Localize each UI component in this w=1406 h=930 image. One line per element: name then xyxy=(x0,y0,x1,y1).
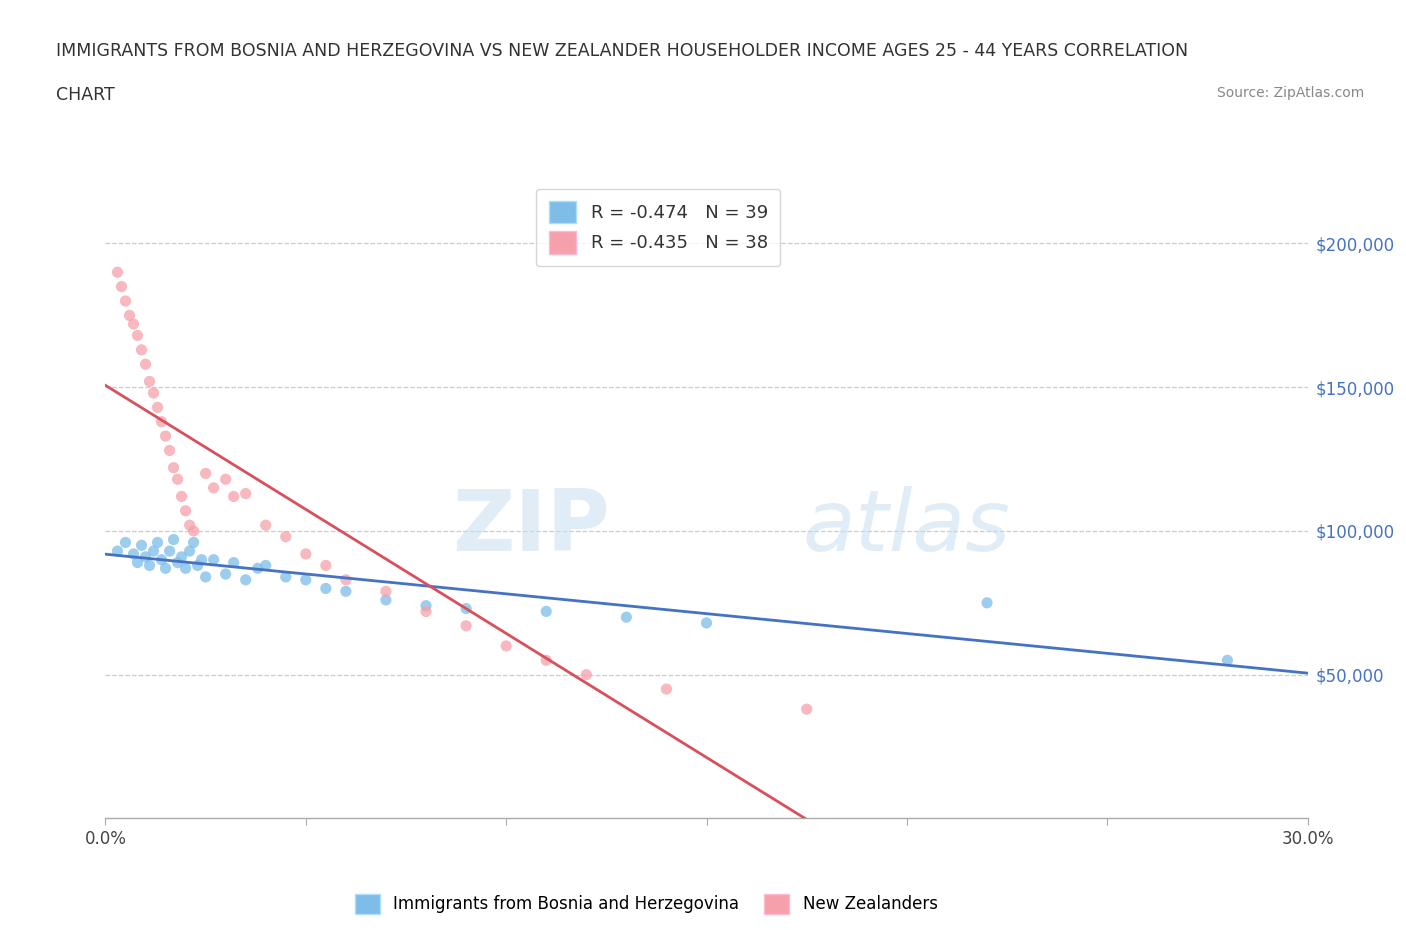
Point xyxy=(107,265,129,280)
Point xyxy=(131,342,153,357)
Point xyxy=(155,429,177,444)
Point xyxy=(183,535,205,550)
Point xyxy=(135,357,157,372)
Point xyxy=(138,374,160,389)
Point xyxy=(222,489,245,504)
Point xyxy=(295,547,318,562)
Point xyxy=(187,558,209,573)
Point xyxy=(118,308,141,323)
Point xyxy=(194,569,217,584)
Point xyxy=(162,532,184,547)
Point xyxy=(179,518,201,533)
Point xyxy=(110,279,132,294)
Point xyxy=(159,544,181,559)
Text: atlas: atlas xyxy=(803,486,1011,569)
Point xyxy=(150,552,173,567)
Point xyxy=(575,667,598,682)
Point xyxy=(274,569,297,584)
Point xyxy=(534,604,557,618)
Point xyxy=(796,702,818,717)
Point xyxy=(179,544,201,559)
Point xyxy=(202,552,225,567)
Point xyxy=(655,682,678,697)
Point xyxy=(107,544,129,559)
Point xyxy=(214,566,236,581)
Point xyxy=(190,552,212,567)
Point xyxy=(142,386,165,401)
Point xyxy=(114,294,136,309)
Point xyxy=(976,595,998,610)
Point xyxy=(162,460,184,475)
Point xyxy=(315,581,337,596)
Point xyxy=(454,601,477,616)
Point xyxy=(246,561,269,576)
Point xyxy=(214,472,236,486)
Point xyxy=(146,535,169,550)
Point xyxy=(131,538,153,552)
Point xyxy=(696,616,718,631)
Point xyxy=(135,550,157,565)
Point xyxy=(235,572,257,587)
Point xyxy=(114,535,136,550)
Point xyxy=(295,572,318,587)
Point xyxy=(150,414,173,429)
Point xyxy=(274,529,297,544)
Text: ZIP: ZIP xyxy=(453,486,610,569)
Point xyxy=(166,555,188,570)
Text: CHART: CHART xyxy=(56,86,115,103)
Point xyxy=(122,316,145,331)
Text: IMMIGRANTS FROM BOSNIA AND HERZEGOVINA VS NEW ZEALANDER HOUSEHOLDER INCOME AGES : IMMIGRANTS FROM BOSNIA AND HERZEGOVINA V… xyxy=(56,42,1188,60)
Point xyxy=(254,518,277,533)
Point xyxy=(127,328,149,343)
Point xyxy=(235,486,257,501)
Point xyxy=(166,472,188,486)
Point xyxy=(335,572,357,587)
Point xyxy=(170,489,193,504)
Point xyxy=(534,653,557,668)
Point xyxy=(222,555,245,570)
Point xyxy=(138,558,160,573)
Point xyxy=(254,558,277,573)
Point xyxy=(335,584,357,599)
Point xyxy=(146,400,169,415)
Point xyxy=(374,592,398,607)
Point xyxy=(415,598,437,613)
Point xyxy=(616,610,638,625)
Point xyxy=(122,547,145,562)
Point xyxy=(142,544,165,559)
Point xyxy=(183,524,205,538)
Point xyxy=(415,604,437,618)
Point xyxy=(1216,653,1239,668)
Point xyxy=(495,639,517,654)
Point xyxy=(159,443,181,458)
Point xyxy=(194,466,217,481)
Point xyxy=(315,558,337,573)
Point xyxy=(374,584,398,599)
Point xyxy=(170,550,193,565)
Text: Source: ZipAtlas.com: Source: ZipAtlas.com xyxy=(1216,86,1364,100)
Point xyxy=(127,555,149,570)
Point xyxy=(174,503,197,518)
Point xyxy=(454,618,477,633)
Legend: Immigrants from Bosnia and Herzegovina, New Zealanders: Immigrants from Bosnia and Herzegovina, … xyxy=(349,887,945,921)
Point xyxy=(174,561,197,576)
Point xyxy=(155,561,177,576)
Point xyxy=(202,481,225,496)
